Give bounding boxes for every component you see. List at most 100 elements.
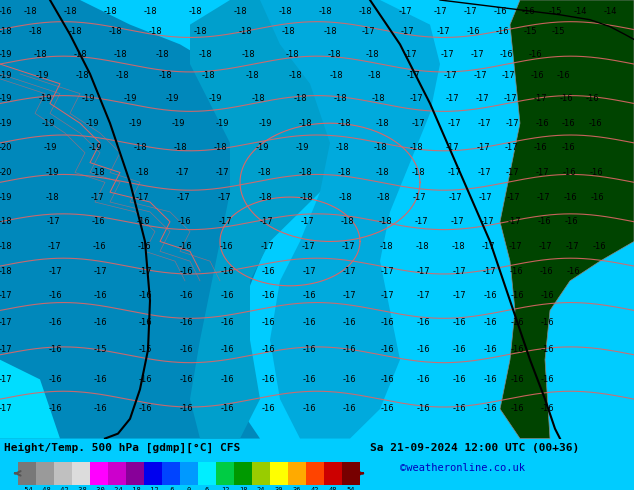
Text: -18: -18 [129,487,141,490]
Text: -17: -17 [406,72,420,80]
Text: -18: -18 [411,168,425,177]
Text: -16: -16 [380,318,394,327]
Text: -16: -16 [495,27,509,36]
Text: -18: -18 [278,7,292,16]
Text: -18: -18 [333,94,347,103]
Text: -17: -17 [506,193,520,201]
Text: -16: -16 [177,217,191,226]
Text: -16: -16 [380,345,394,354]
Text: -17: -17 [470,49,484,59]
Text: -18: -18 [115,72,129,80]
Text: -19: -19 [88,144,101,152]
Text: -16: -16 [530,72,544,80]
Text: -16: -16 [561,119,575,128]
Text: -18: -18 [113,49,127,59]
Text: -17: -17 [414,217,428,226]
Text: -18: -18 [318,7,332,16]
Polygon shape [0,360,60,439]
Text: -16: -16 [452,345,466,354]
Bar [108,462,126,485]
Text: -17: -17 [47,242,61,251]
Text: -16: -16 [220,291,234,300]
Text: -19: -19 [85,119,99,128]
Text: -16: -16 [93,404,107,414]
Text: -16: -16 [261,318,275,327]
Text: -16: -16 [178,242,192,251]
Text: -16: -16 [302,291,316,300]
Text: -16: -16 [540,404,554,414]
Text: -19: -19 [81,94,94,103]
Text: -17: -17 [46,217,60,226]
Polygon shape [0,0,290,439]
Text: -18: -18 [327,49,341,59]
Text: 6: 6 [205,487,209,490]
Text: -18: -18 [63,7,77,16]
Text: -54: -54 [21,487,34,490]
Text: -17: -17 [302,267,316,275]
Text: -16: -16 [452,404,466,414]
Text: -17: -17 [175,168,189,177]
Text: -18: -18 [365,49,378,59]
Text: -12: -12 [146,487,159,490]
Bar [126,462,144,485]
Text: -16: -16 [562,168,576,177]
Text: -16: -16 [452,318,466,327]
Text: -16: -16 [261,291,275,300]
Text: -17: -17 [411,119,425,128]
Text: -18: -18 [337,119,351,128]
Text: -17: -17 [533,94,547,103]
Text: -16: -16 [533,144,547,152]
Text: -18: -18 [103,7,117,16]
Text: -17: -17 [478,193,492,201]
Text: ©weatheronline.co.uk: ©weatheronline.co.uk [400,463,525,473]
Text: -17: -17 [445,94,459,103]
Text: -16: -16 [416,375,430,384]
Text: -38: -38 [75,487,87,490]
Bar [270,462,288,485]
Bar [306,462,324,485]
Text: -16: -16 [452,375,466,384]
Polygon shape [500,0,634,439]
Text: -18: -18 [251,94,265,103]
Text: -17: -17 [135,193,149,201]
Text: -18: -18 [293,94,307,103]
Text: -17: -17 [217,193,231,201]
Text: -42: -42 [56,487,69,490]
Text: -16: -16 [220,404,234,414]
Text: -17: -17 [342,291,356,300]
Text: -17: -17 [447,168,461,177]
Text: -17: -17 [260,242,274,251]
Text: -16: -16 [93,318,107,327]
Text: -16: -16 [493,7,507,16]
Text: 18: 18 [239,487,247,490]
Text: -16: -16 [466,27,480,36]
Text: -18: -18 [68,27,82,36]
Text: -17: -17 [481,242,495,251]
Text: -16: -16 [483,375,497,384]
Text: -30: -30 [93,487,105,490]
Text: -16: -16 [563,193,577,201]
Text: -16: -16 [483,345,497,354]
Text: -16: -16 [342,404,356,414]
Text: -16: -16 [220,267,234,275]
Bar [198,462,216,485]
Text: -17: -17 [504,144,518,152]
Text: -18: -18 [143,7,157,16]
Text: -17: -17 [215,168,229,177]
Text: 12: 12 [221,487,230,490]
Text: 42: 42 [311,487,320,490]
Text: -16: -16 [416,318,430,327]
Text: -16: -16 [589,168,603,177]
Text: -16: -16 [416,345,430,354]
Text: -17: -17 [342,267,356,275]
Text: -18: -18 [378,217,392,226]
Text: -16: -16 [136,217,150,226]
Text: -19: -19 [43,144,57,152]
Text: -48: -48 [39,487,51,490]
Text: -18: -18 [91,168,105,177]
Text: -16: -16 [528,49,542,59]
Text: -18: -18 [135,168,149,177]
Text: -17: -17 [436,27,450,36]
Bar [18,462,36,485]
Text: -19: -19 [0,94,12,103]
